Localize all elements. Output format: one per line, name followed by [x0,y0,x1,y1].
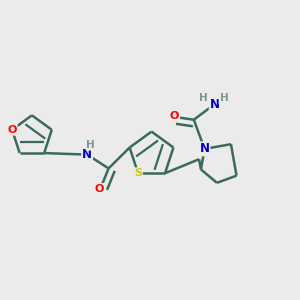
Text: S: S [134,168,142,178]
Text: H: H [86,140,95,150]
Text: N: N [82,148,92,161]
Text: H: H [199,93,208,103]
Text: H: H [220,93,228,103]
Text: N: N [210,98,220,111]
Text: O: O [8,125,17,135]
Text: O: O [95,184,104,194]
Text: O: O [170,111,179,121]
Text: N: N [200,142,210,155]
